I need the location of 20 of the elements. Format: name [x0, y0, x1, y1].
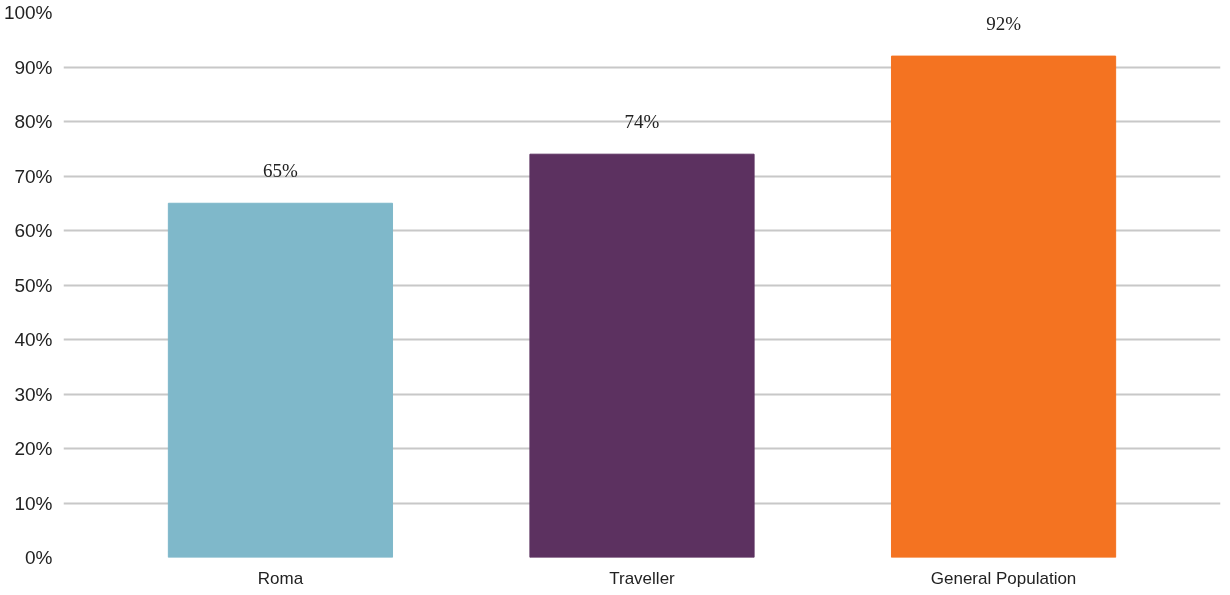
x-tick-label: Traveller [609, 568, 676, 588]
y-tick-label: 50% [14, 274, 53, 296]
data-label: 74% [624, 111, 660, 133]
y-tick-label: 70% [14, 165, 53, 187]
y-tick-label: 60% [14, 220, 53, 241]
y-tick-label: 0% [25, 547, 53, 568]
x-tick-label: Roma [257, 568, 304, 588]
x-tick-label: General Population [930, 568, 1077, 588]
y-tick-label: 20% [14, 438, 53, 459]
y-tick-label: 30% [14, 383, 53, 405]
y-tick-label: 10% [14, 492, 53, 514]
y-tick-label: 100% [3, 2, 53, 23]
y-tick-label: 80% [14, 111, 53, 132]
data-label: 92% [986, 13, 1022, 35]
y-tick-label: 40% [14, 329, 53, 350]
y-tick-label: 90% [14, 56, 53, 78]
bar [890, 55, 1117, 558]
data-label: 65% [263, 160, 299, 182]
bar [167, 202, 394, 558]
bar [529, 153, 755, 558]
